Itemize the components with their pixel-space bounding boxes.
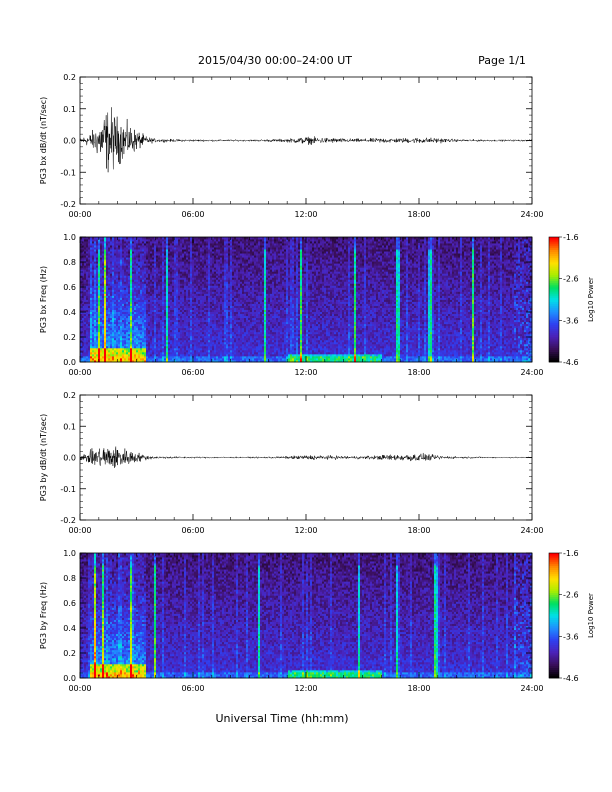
by-dbdt-panel: 00:00 06:00 12:00 18:00 24:00 0.2 0.1 0.0 -0.1 -0… <box>39 391 544 535</box>
bx-dbdt-panel: 00:00 06:00 12:00 18:00 24:00 0.2 0.1 0.0 -0.1 -0… <box>39 73 544 219</box>
bx-spectrogram-panel: 00:00 06:00 12:00 18:00 24:00 1.0 0.8 0.6 0.4 0.2… <box>39 233 595 377</box>
colorbar-tick-label: -2.6 <box>563 275 579 284</box>
y-tick-label: 0.1 <box>63 422 76 431</box>
page-indicator: Page 1/1 <box>478 54 526 67</box>
colorbar-tick-label: -4.6 <box>563 674 579 683</box>
colorbar-tick-label: -1.6 <box>563 549 579 558</box>
y-tick-label: 0.4 <box>63 624 76 633</box>
x-tick-label: 06:00 <box>181 526 204 535</box>
colorbar: -1.6 -2.6 -3.6 -4.6 Log10 Power <box>549 233 595 367</box>
y-axis-label: PG3 by dB/dt (nT/sec) <box>39 414 48 501</box>
y-tick-label: 0.1 <box>63 105 76 114</box>
colorbar-label: Log10 Power <box>587 593 595 638</box>
x-tick-label: 24:00 <box>520 526 543 535</box>
y-tick-label: 0.0 <box>63 674 76 683</box>
x-tick-label: 00:00 <box>68 210 91 219</box>
x-tick-label: 12:00 <box>294 210 317 219</box>
y-axis-label: PG3 bx dB/dt (nT/sec) <box>39 97 48 184</box>
y-tick-label: 0.2 <box>63 73 76 82</box>
x-tick-label: 12:00 <box>294 526 317 535</box>
y-tick-label: 1.0 <box>63 549 76 558</box>
colorbar-tick-label: -4.6 <box>563 358 579 367</box>
x-tick-label: 06:00 <box>181 684 204 693</box>
y-axis-label: PG3 bx Freq (Hz) <box>39 266 48 333</box>
y-tick-label: 0.2 <box>63 333 76 342</box>
y-tick-label: 0.2 <box>63 649 76 658</box>
colorbar-tick-label: -1.6 <box>563 233 579 242</box>
y-tick-label: -0.1 <box>60 168 76 177</box>
spectrogram-cells <box>80 553 532 678</box>
y-axis-label: PG3 by Freq (Hz) <box>39 582 48 649</box>
x-tick-label: 18:00 <box>407 368 430 377</box>
y-tick-label: 0.6 <box>63 599 76 608</box>
x-axis-label: Universal Time (hh:mm) <box>216 712 349 725</box>
y-tick-label: -0.1 <box>60 485 76 494</box>
y-tick-label: 0.4 <box>63 308 76 317</box>
y-tick-label: 0.8 <box>63 574 76 583</box>
colorbar-label: Log10 Power <box>587 277 595 322</box>
colorbar-tick-label: -2.6 <box>563 591 579 600</box>
y-tick-label: -0.2 <box>60 516 76 525</box>
x-tick-label: 24:00 <box>520 368 543 377</box>
x-tick-label: 18:00 <box>407 684 430 693</box>
y-tick-label: 0.8 <box>63 258 76 267</box>
y-tick-label: 0.0 <box>63 358 76 367</box>
dbdt-trace <box>80 447 532 468</box>
x-tick-label: 06:00 <box>181 368 204 377</box>
spectrogram-cells <box>80 237 532 362</box>
x-tick-label: 06:00 <box>181 210 204 219</box>
y-tick-label: 0.6 <box>63 283 76 292</box>
x-tick-label: 12:00 <box>294 684 317 693</box>
x-tick-label: 24:00 <box>520 684 543 693</box>
x-tick-label: 00:00 <box>68 526 91 535</box>
x-tick-label: 12:00 <box>294 368 317 377</box>
y-tick-label: 0.2 <box>63 391 76 400</box>
colorbar-tick-label: -3.6 <box>563 632 579 641</box>
by-spectrogram-panel: 00:00 06:00 12:00 18:00 24:00 1.0 0.8 0.6 0.4 0.2… <box>39 549 595 693</box>
colorbar-tick-label: -3.6 <box>563 316 579 325</box>
y-tick-label: -0.2 <box>60 200 76 209</box>
y-tick-label: 0.0 <box>63 454 76 463</box>
y-tick-label: 1.0 <box>63 233 76 242</box>
x-tick-label: 24:00 <box>520 210 543 219</box>
x-tick-label: 18:00 <box>407 210 430 219</box>
y-tick-label: 0.0 <box>63 137 76 146</box>
dbdt-trace <box>80 107 532 172</box>
x-tick-label: 18:00 <box>407 526 430 535</box>
figure-title: 2015/04/30 00:00–24:00 UT <box>198 54 352 67</box>
x-tick-label: 00:00 <box>68 684 91 693</box>
colorbar: -1.6 -2.6 -3.6 -4.6 Log10 Power <box>549 549 595 683</box>
x-tick-label: 00:00 <box>68 368 91 377</box>
